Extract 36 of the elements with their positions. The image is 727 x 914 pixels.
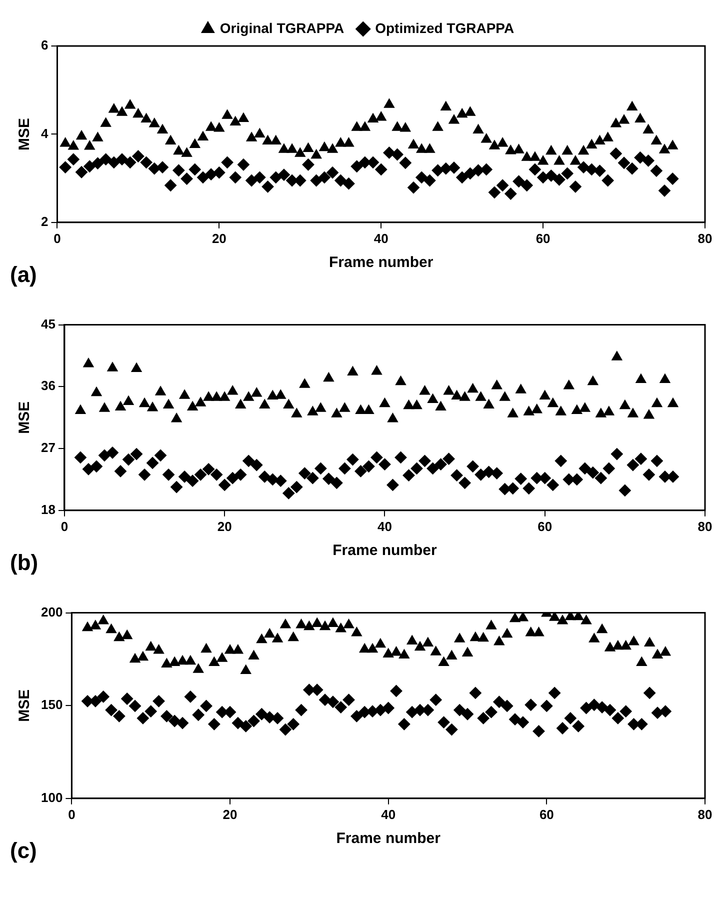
text: (b)	[10, 550, 38, 575]
text: (a)	[10, 262, 37, 287]
y-axis-title: MSE	[16, 118, 34, 150]
y-tick-label: 100	[40, 790, 63, 805]
y-tick-label: 2	[40, 214, 48, 229]
x-axis-title: Frame number	[332, 542, 437, 560]
x-tick-label: 80	[698, 806, 712, 822]
text: (c)	[10, 838, 37, 863]
x-axis-title: Frame number	[336, 830, 441, 848]
x-tick-label: 0	[54, 230, 61, 246]
x-tick-label: 80	[698, 230, 712, 246]
x-tick-label: 40	[377, 518, 392, 534]
x-tick-label: 60	[538, 518, 552, 534]
legend-label: Original TGRAPPA	[220, 20, 344, 36]
y-axis-title: MSE	[16, 401, 34, 434]
x-tick-label: 0	[68, 806, 76, 822]
y-tick-label: 45	[40, 316, 56, 332]
x-tick-label: 20	[212, 230, 226, 246]
x-tick-label: 40	[381, 806, 396, 822]
y-tick-label: 6	[40, 38, 48, 53]
x-tick-label: 80	[698, 518, 712, 534]
x-tick-label: 40	[374, 230, 388, 246]
x-axis-title: Frame number	[329, 254, 434, 272]
x-tick-label: 60	[536, 230, 550, 246]
x-tick-label: 20	[217, 518, 232, 534]
x-tick-label: 0	[60, 518, 68, 534]
y-tick-label: 200	[40, 604, 63, 620]
y-tick-label: 4	[40, 126, 49, 141]
x-tick-label: 20	[222, 806, 238, 822]
x-tick-label: 60	[539, 806, 554, 822]
legend-label: Optimized TGRAPPA	[375, 20, 514, 36]
y-axis-title: MSE	[16, 689, 34, 722]
y-tick-label: 150	[40, 697, 63, 712]
y-tick-label: 18	[40, 502, 56, 517]
y-tick-label: 27	[40, 440, 56, 456]
y-tick-label: 36	[40, 378, 56, 394]
